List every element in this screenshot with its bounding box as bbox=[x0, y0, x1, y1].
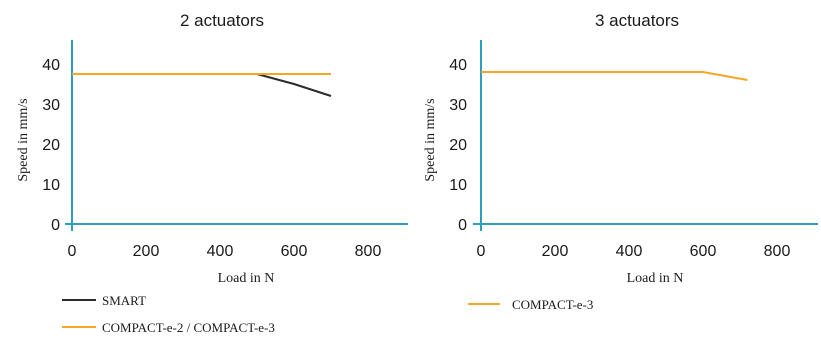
x-tick-labels: 0 200 400 600 800 bbox=[477, 243, 791, 260]
legend: SMART COMPACT-e-2 / COMPACT-e-3 bbox=[62, 293, 275, 335]
legend-label-compact: COMPACT-e-2 / COMPACT-e-3 bbox=[102, 320, 275, 335]
legend-label-smart: SMART bbox=[102, 293, 146, 308]
y-tick-label: 40 bbox=[449, 57, 467, 74]
chart-title: 2 actuators bbox=[180, 11, 264, 30]
x-tick-label: 400 bbox=[207, 243, 234, 260]
chart-3-actuators: 3 actuators 0 10 20 30 40 0 200 400 600 800 Load… bbox=[423, 11, 818, 312]
chart-title: 3 actuators bbox=[595, 11, 679, 30]
legend-label-compact-e-3: COMPACT-e-3 bbox=[512, 297, 593, 312]
x-tick-label: 0 bbox=[477, 243, 486, 260]
series-line-smart bbox=[72, 73, 332, 97]
x-tick-label: 200 bbox=[542, 243, 569, 260]
x-tick-label: 400 bbox=[616, 243, 643, 260]
series-group bbox=[481, 71, 748, 81]
x-tick-label: 800 bbox=[764, 243, 791, 260]
y-tick-label: 10 bbox=[42, 177, 60, 194]
series-group bbox=[72, 73, 332, 97]
y-tick-label: 30 bbox=[42, 97, 60, 114]
y-axis-label: Speed in mm/s bbox=[423, 98, 438, 181]
x-axis-label: Load in N bbox=[627, 271, 684, 286]
chart-2-actuators: 2 actuators 0 10 20 30 40 0 200 400 600 800 Load… bbox=[16, 11, 408, 335]
y-tick-label: 40 bbox=[42, 57, 60, 74]
x-axis-label: Load in N bbox=[218, 271, 275, 286]
series-line-compact-e-3 bbox=[481, 71, 748, 81]
x-tick-label: 200 bbox=[133, 243, 160, 260]
x-tick-label: 0 bbox=[68, 243, 77, 260]
y-tick-labels: 0 10 20 30 40 bbox=[449, 57, 467, 234]
y-tick-label: 10 bbox=[449, 177, 467, 194]
y-tick-label: 30 bbox=[449, 97, 467, 114]
x-tick-labels: 0 200 400 600 800 bbox=[68, 243, 382, 260]
x-tick-label: 600 bbox=[281, 243, 308, 260]
y-tick-label: 0 bbox=[458, 217, 467, 234]
y-tick-label: 20 bbox=[42, 137, 60, 154]
y-tick-labels: 0 10 20 30 40 bbox=[42, 57, 60, 234]
y-axis-label: Speed in mm/s bbox=[16, 98, 31, 181]
x-tick-label: 800 bbox=[355, 243, 382, 260]
legend: COMPACT-e-3 bbox=[468, 297, 593, 312]
y-tick-label: 20 bbox=[449, 137, 467, 154]
y-tick-label: 0 bbox=[51, 217, 60, 234]
x-tick-label: 600 bbox=[690, 243, 717, 260]
